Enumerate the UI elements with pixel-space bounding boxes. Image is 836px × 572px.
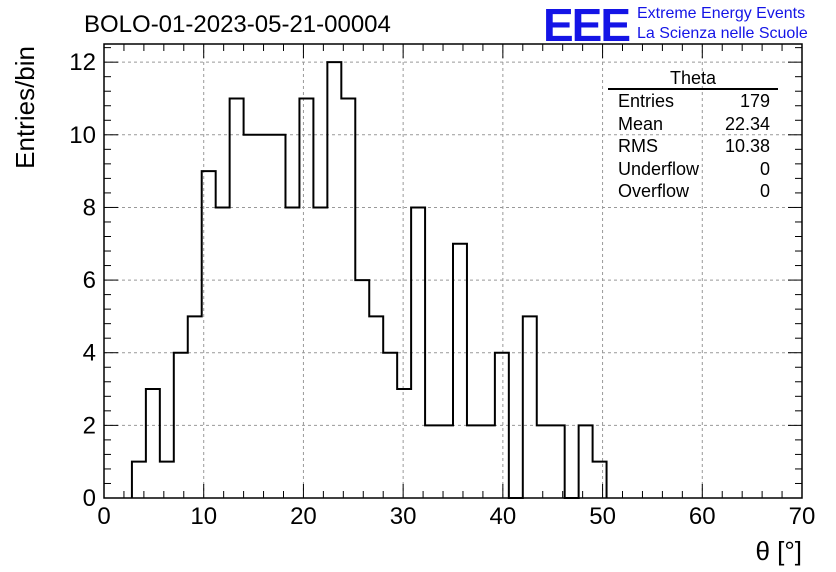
- x-tick-label: 50: [589, 503, 616, 530]
- stats-value: 22.34: [724, 113, 770, 134]
- eee-logo: EEE Extreme Energy Events La Scienza nel…: [543, 0, 833, 51]
- y-tick-label: 12: [69, 49, 96, 76]
- x-tick-label: 30: [390, 503, 417, 530]
- stats-value: 179: [739, 91, 770, 111]
- histogram-outline: [130, 61, 608, 499]
- y-tick-label: 2: [83, 412, 96, 439]
- stats-label: Underflow: [618, 158, 700, 179]
- run-title: BOLO-01-2023-05-21-00004: [84, 11, 391, 38]
- stats-value: 0: [759, 181, 770, 201]
- stats-label: Entries: [618, 91, 675, 111]
- stats-value: 0: [759, 158, 770, 179]
- stats-row: Entries 179: [608, 90, 778, 113]
- y-tick-label: 6: [83, 267, 96, 294]
- logo-line-2: La Scienza nelle Scuole: [637, 25, 808, 42]
- logo-line-1: Extreme Energy Events: [637, 5, 806, 22]
- stats-title: Theta: [608, 68, 778, 90]
- plot-frame: [103, 43, 803, 499]
- stats-box: Theta Entries 179 Mean 22.34 RMS 10.38 U…: [608, 68, 778, 203]
- stats-label: Overflow: [618, 181, 690, 201]
- stats-label: Mean: [618, 113, 664, 134]
- x-tick-label: 10: [190, 503, 217, 530]
- stats-row: Underflow 0: [608, 158, 778, 181]
- x-axis-label: θ [°]: [755, 536, 802, 566]
- y-tick-label: 0: [83, 485, 96, 512]
- logo-mark: EEE: [543, 0, 631, 51]
- x-tick-label: 70: [789, 503, 816, 530]
- stats-row: Overflow 0: [608, 180, 778, 203]
- stats-row: Mean 22.34: [608, 113, 778, 136]
- x-tick-label: 40: [490, 503, 517, 530]
- stats-label: RMS: [618, 136, 658, 156]
- y-tick-label: 8: [83, 194, 96, 221]
- x-tick-label: 20: [290, 503, 317, 530]
- y-axis-label: Entries/bin: [10, 46, 40, 169]
- y-tick-label: 10: [69, 122, 96, 149]
- x-tick-label: 60: [689, 503, 716, 530]
- stats-row: RMS 10.38: [608, 135, 778, 158]
- x-tick-label: 0: [97, 503, 110, 530]
- stats-value: 10.38: [724, 136, 770, 156]
- y-tick-label: 4: [83, 340, 96, 367]
